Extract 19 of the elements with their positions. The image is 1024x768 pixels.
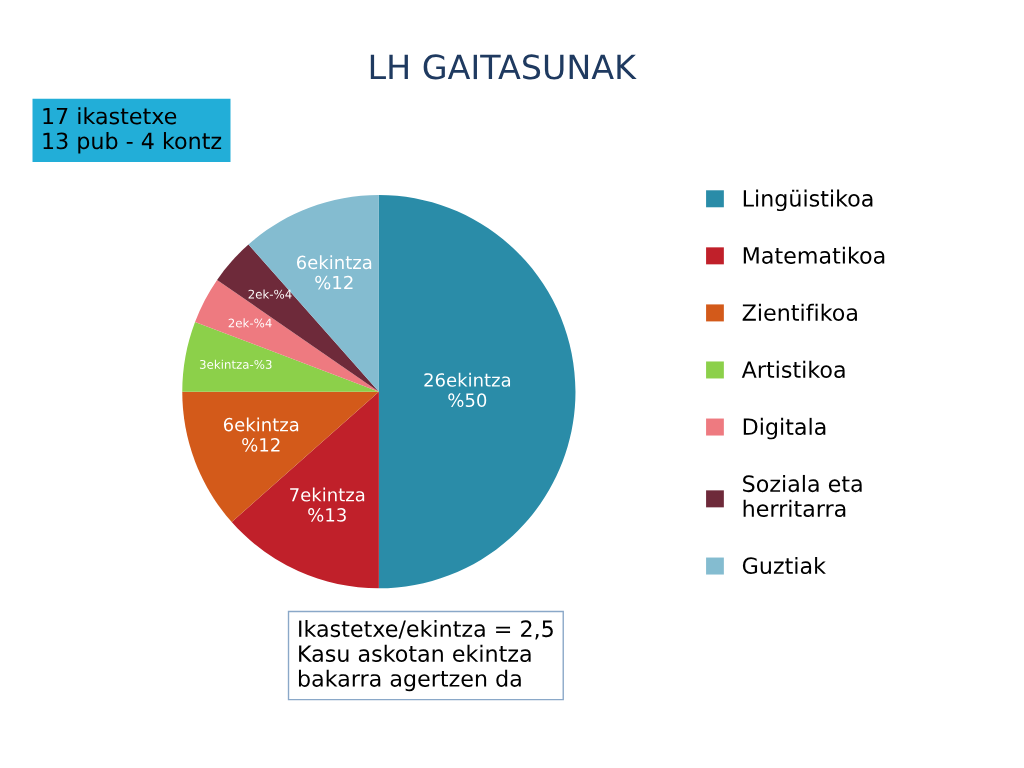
legend-label: Soziala eta herritarra	[743, 474, 862, 518]
legend-label: Zientifikoa	[742, 303, 857, 321]
pie-slice	[378, 195, 576, 589]
text: Ikastetxe/ekintza = 2,5 Kasu askotan ekintza bakarra agertzen da	[298, 619, 553, 692]
data-label: 3ekintza-%3	[199, 359, 272, 369]
data-label: 6ekintza %12	[296, 255, 372, 290]
pie-slice	[182, 391, 379, 523]
data-label: 26ekintza %50	[424, 372, 511, 408]
data-label: 2ek-%4	[228, 318, 272, 328]
data-label: 6ekintza %12	[223, 417, 299, 452]
data-label: 7ekintza %13	[290, 487, 365, 522]
legend-label: Digitala	[743, 417, 826, 440]
legend-label: Lingüistikoa	[743, 189, 873, 212]
text: 17 ikastetxe 13 pub - 4 kontz	[43, 107, 222, 154]
legend-label: Matematikoa	[743, 246, 885, 264]
legend-label: Artistikoa	[741, 360, 845, 379]
chart-title: LH GAITASUNAK	[370, 54, 637, 80]
data-label: 2ek-%4	[248, 289, 292, 299]
legend-label: Guztiak	[742, 556, 826, 575]
